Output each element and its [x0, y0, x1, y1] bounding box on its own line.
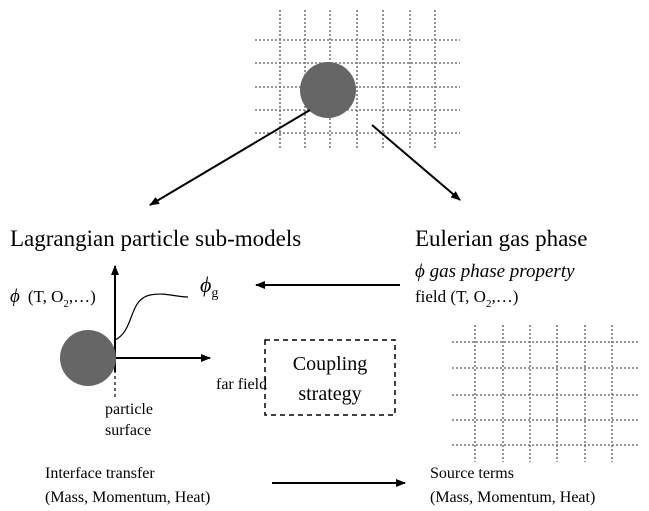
coupling-box [264, 339, 396, 416]
axis-label: ϕ (T, O2,…) [10, 286, 96, 310]
right-grid [452, 325, 640, 462]
coupling-label: strategy [298, 383, 361, 405]
arrow [149, 109, 311, 206]
particle [300, 62, 356, 118]
source-label: (Mass, Momentum, Heat) [430, 489, 595, 506]
arrow [371, 124, 461, 201]
coupling-label: Coupling [293, 353, 367, 375]
particle [60, 330, 116, 386]
left-title: Lagrangian particle sub-models [10, 226, 301, 251]
right-title: Eulerian gas phase [415, 226, 587, 251]
source-label: Source terms [430, 465, 514, 482]
interface-label: (Mass, Momentum, Heat) [45, 489, 210, 506]
interface-label: Interface transfer [45, 465, 155, 482]
gas-field-line2: field (T, O2,…) [415, 287, 518, 310]
top-grid [255, 10, 460, 150]
far-field: far field [216, 376, 267, 393]
phi-g: ϕg [200, 272, 218, 301]
profile-curve [114, 293, 189, 341]
particle-label: particle [105, 401, 153, 418]
surface-label: surface [105, 422, 151, 439]
gas-field-line1: ϕ gas phase property [415, 261, 575, 282]
